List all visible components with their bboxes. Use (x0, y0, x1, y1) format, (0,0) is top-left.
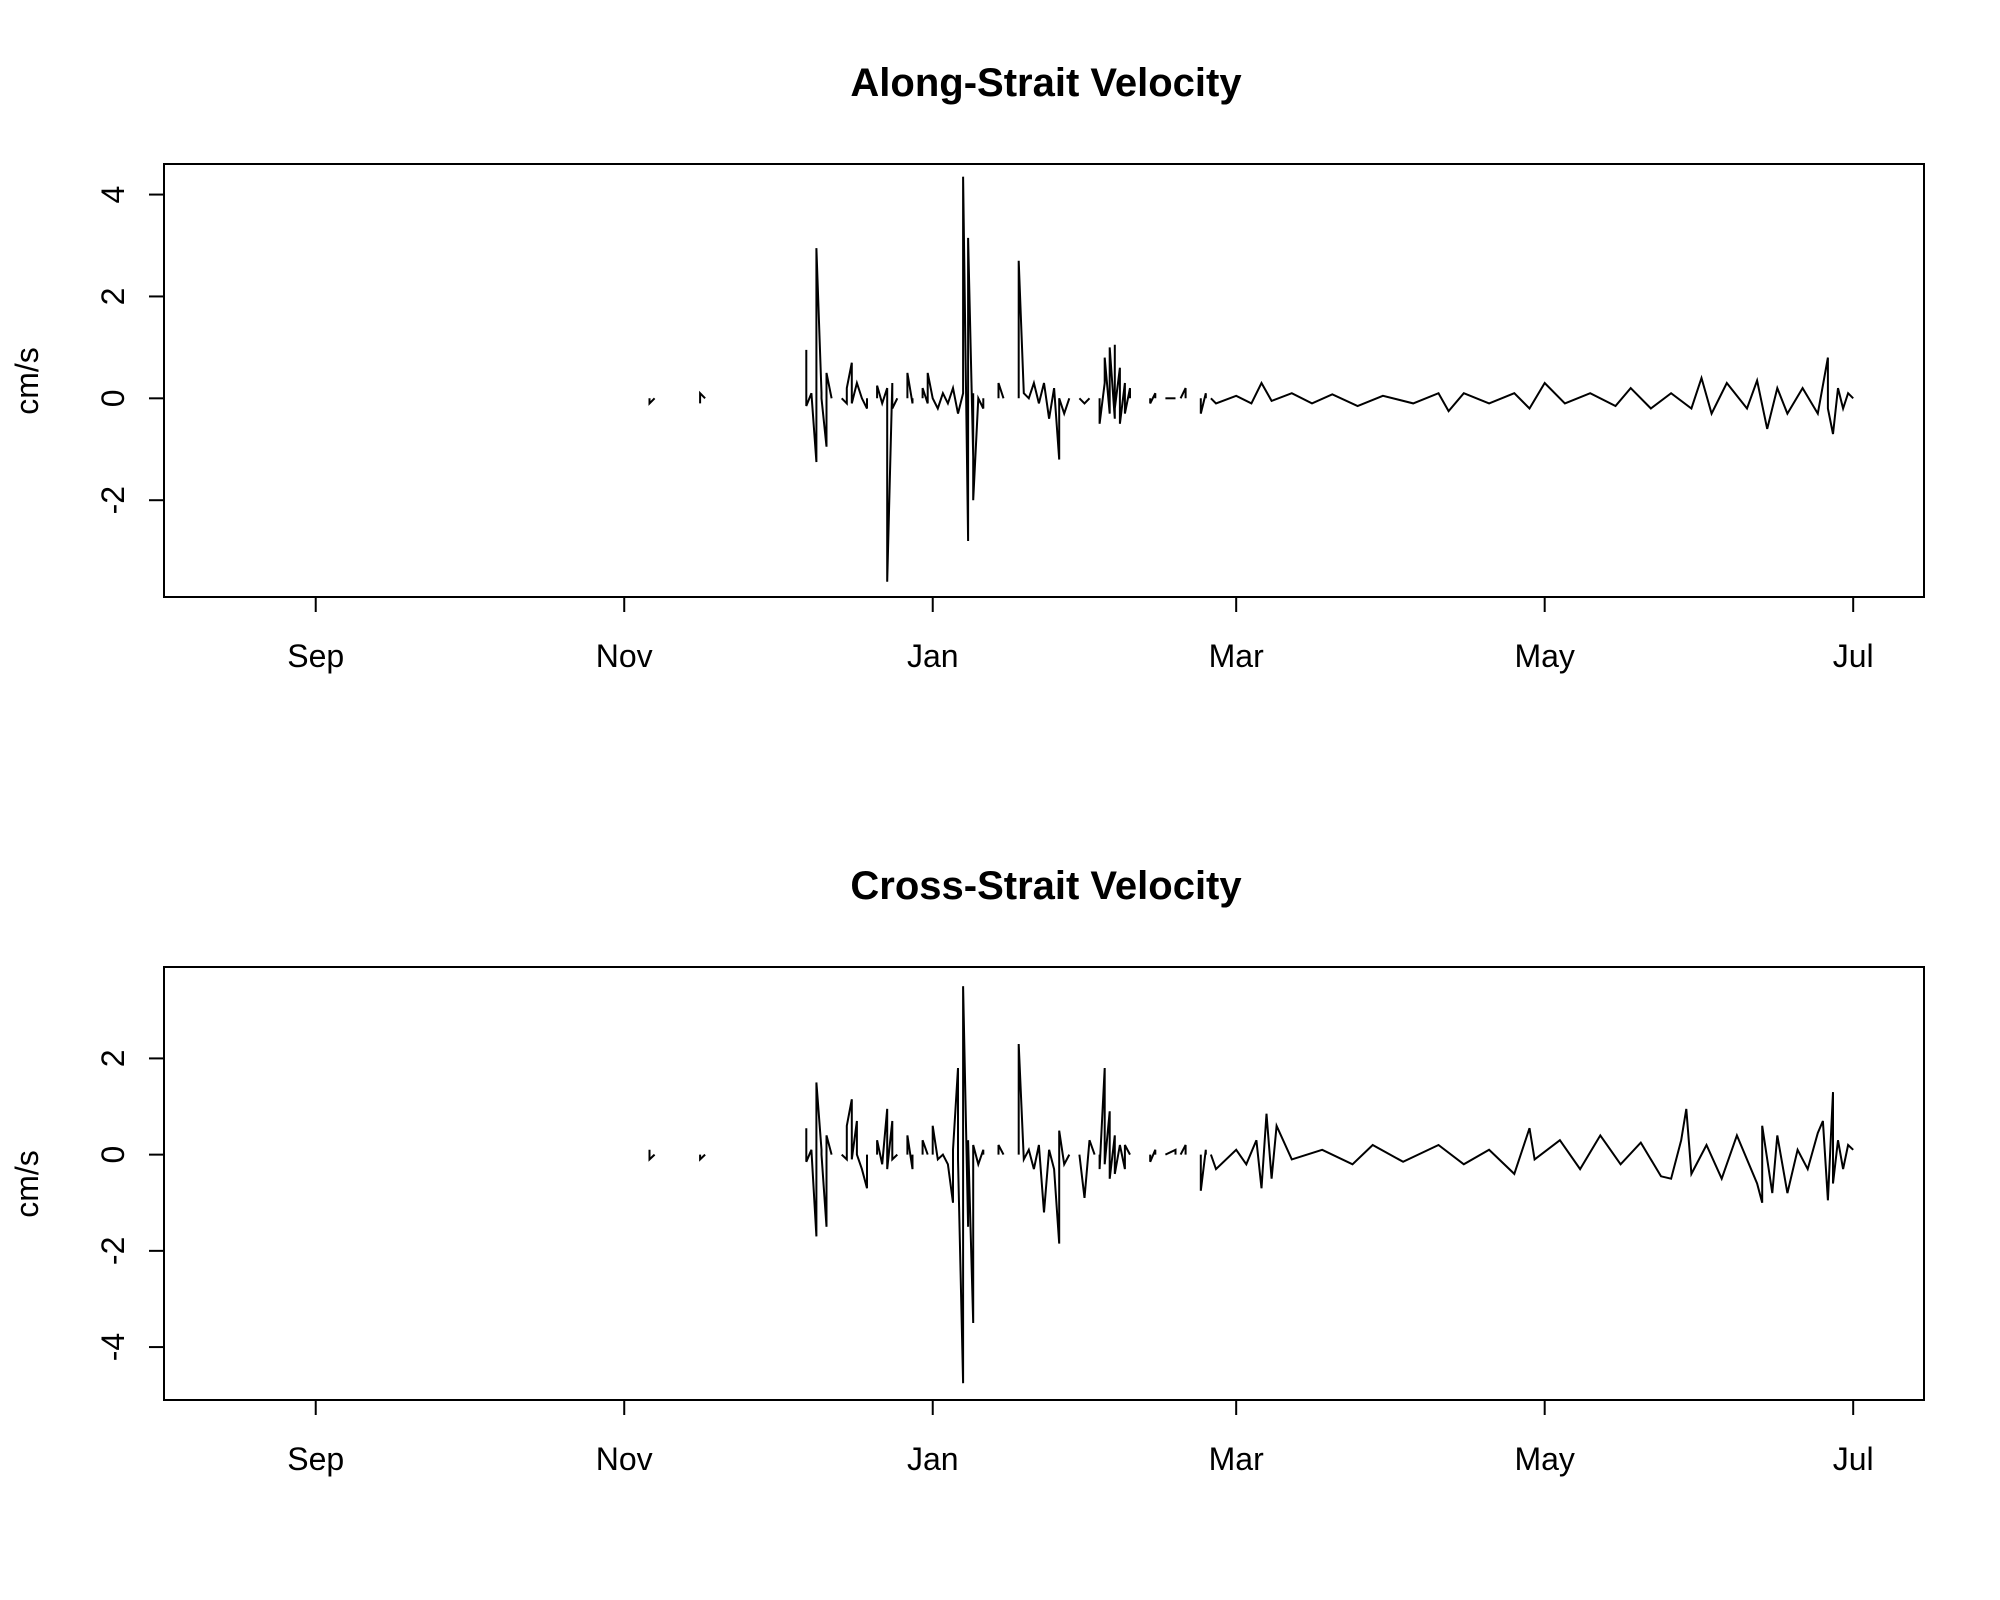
x-tick-label: Jul (1833, 1441, 1874, 1477)
series-line-segment (906, 1135, 914, 1170)
y-tick-label: 2 (95, 1050, 131, 1068)
x-tick-label: Sep (287, 638, 344, 674)
x-tick-label: Nov (596, 638, 653, 674)
series-line-segment (876, 382, 899, 582)
x-axis: Sep Nov Jan Mar May Jul (287, 596, 1874, 674)
series-line-segment (931, 986, 985, 1384)
series-line-segment (699, 1153, 706, 1162)
series-line-segment (1164, 1148, 1177, 1156)
series-line-segment (997, 1144, 1005, 1156)
series-line-segment (1199, 392, 1207, 414)
series-line-segment (1149, 1149, 1157, 1163)
series-line-segment (1209, 1092, 1854, 1203)
y-axis: -2 0 2 4 (95, 186, 165, 514)
x-tick-label: May (1514, 638, 1574, 674)
x-tick-label: Nov (596, 1441, 653, 1477)
x-tick-label: Mar (1209, 1441, 1264, 1477)
series-line-segment (906, 372, 914, 404)
series-line-group (648, 176, 1854, 582)
y-axis-title: cm/s (9, 347, 45, 415)
y-tick-label: -4 (95, 1333, 131, 1361)
series-line-segment (648, 397, 656, 406)
x-tick-label: Sep (287, 1441, 344, 1477)
series-line-segment (997, 382, 1005, 399)
series-line-segment (1078, 1139, 1096, 1199)
series-line-segment (1098, 344, 1131, 424)
y-axis: -4 -2 0 2 (95, 1050, 165, 1361)
y-tick-label: 4 (95, 186, 131, 204)
series-line-segment (1017, 1043, 1071, 1244)
y-tick-label: 0 (95, 1146, 131, 1164)
series-line-segment (1078, 397, 1091, 405)
series-line-segment (1199, 1149, 1207, 1191)
series-line-segment (1149, 392, 1157, 404)
x-tick-label: Jan (907, 638, 959, 674)
series-line-segment (805, 1082, 833, 1237)
x-axis: Sep Nov Jan Mar May Jul (287, 1399, 1874, 1477)
series-line-segment (805, 248, 833, 463)
y-tick-label: 0 (95, 389, 131, 407)
y-tick-label: -2 (95, 486, 131, 514)
series-line-segment (1210, 357, 1854, 435)
along-strait-panel: Along-Strait Velocity cm/s Sep Nov Jan Mar M… (9, 61, 1925, 674)
cross-strait-panel: Cross-Strait Velocity cm/s Sep Nov Jan Mar M… (9, 864, 1925, 1477)
series-line-segment (1098, 1067, 1131, 1179)
y-axis-title: cm/s (9, 1150, 45, 1218)
series-line-segment (1017, 260, 1071, 460)
series-line-segment (840, 362, 868, 409)
series-line-segment (921, 176, 985, 542)
plot-frame (163, 966, 1925, 1401)
series-line-segment (876, 1108, 898, 1170)
x-tick-label: May (1514, 1441, 1574, 1477)
series-line-group (648, 986, 1854, 1384)
x-tick-label: Mar (1209, 638, 1264, 674)
y-tick-label: 2 (95, 288, 131, 306)
series-line-segment (1179, 1144, 1187, 1156)
chart-title: Cross-Strait Velocity (850, 864, 1242, 908)
x-tick-label: Jan (907, 1441, 959, 1477)
chart-title: Along-Strait Velocity (850, 61, 1242, 105)
series-line-segment (841, 1099, 868, 1189)
series-line-segment (648, 1149, 656, 1162)
series-line-segment (1179, 387, 1187, 399)
plot-frame (163, 163, 1925, 598)
x-tick-label: Jul (1833, 638, 1874, 674)
series-line-segment (921, 1139, 929, 1155)
y-tick-label: -2 (95, 1237, 131, 1265)
series-line-segment (699, 390, 706, 404)
